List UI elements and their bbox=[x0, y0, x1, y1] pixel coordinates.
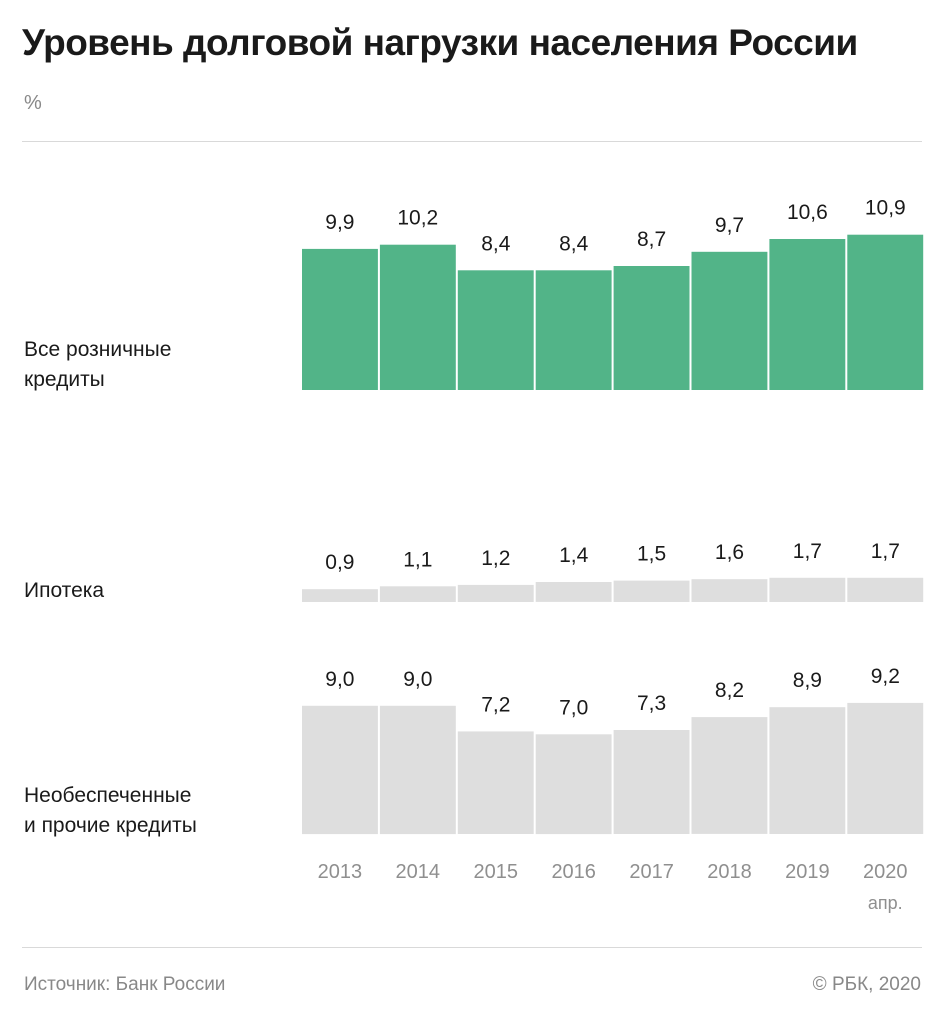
unit-label: % bbox=[24, 92, 42, 114]
series-label-mortgage-line-1: Ипотека bbox=[24, 579, 105, 602]
value-label-unsecured-2014: 9,0 bbox=[403, 668, 432, 691]
bar-mortgage-2017 bbox=[613, 580, 690, 602]
bar-mortgage-2014 bbox=[379, 586, 456, 602]
value-label-unsecured-2018: 8,2 bbox=[715, 679, 744, 702]
top-divider bbox=[22, 141, 922, 142]
value-label-mortgage-2015: 1,2 bbox=[481, 547, 510, 570]
series-label-retail: Все розничные кредиты bbox=[24, 335, 171, 395]
value-label-retail-2020: 10,9 bbox=[865, 197, 906, 220]
value-label-unsecured-2019: 8,9 bbox=[793, 669, 822, 692]
chart-title: Уровень долговой нагрузки населения Росс… bbox=[22, 22, 858, 63]
year-label-2013: 2013 bbox=[318, 861, 363, 883]
value-label-retail-2017: 8,7 bbox=[637, 228, 666, 251]
bar-mortgage-2013 bbox=[302, 589, 378, 602]
bar-mortgage-2020 bbox=[847, 577, 924, 602]
value-label-retail-2015: 8,4 bbox=[481, 232, 511, 255]
bar-unsecured-2013 bbox=[302, 705, 378, 835]
bar-retail-2020 bbox=[847, 234, 924, 390]
year-label-2016: 2016 bbox=[551, 861, 596, 883]
series-label-mortgage: Ипотека bbox=[24, 576, 104, 606]
year-label-2019: 2019 bbox=[785, 861, 830, 883]
bar-mortgage-2019 bbox=[769, 577, 846, 602]
value-label-mortgage-2019: 1,7 bbox=[793, 540, 822, 563]
bar-unsecured-2018 bbox=[691, 717, 768, 834]
bar-retail-2015 bbox=[457, 270, 534, 390]
bar-unsecured-2020 bbox=[847, 702, 924, 834]
bar-retail-2018 bbox=[691, 251, 768, 390]
source-note: Источник: Банк России bbox=[24, 974, 226, 995]
series-label-retail-line-1: Все розничные bbox=[24, 338, 172, 361]
year-label-2020: 2020 bbox=[863, 861, 908, 883]
bar-unsecured-2014 bbox=[379, 705, 456, 835]
value-label-unsecured-2020: 9,2 bbox=[871, 665, 900, 688]
bottom-divider bbox=[22, 947, 922, 948]
bar-retail-2017 bbox=[613, 266, 690, 390]
bar-retail-2016 bbox=[535, 270, 612, 390]
value-label-unsecured-2016: 7,0 bbox=[559, 696, 588, 719]
value-label-unsecured-2015: 7,2 bbox=[481, 693, 510, 716]
series-label-unsecured-line-2: и прочие кредиты bbox=[24, 814, 197, 837]
value-label-retail-2014: 10,2 bbox=[397, 207, 438, 230]
series-label-retail-line-2: кредиты bbox=[24, 368, 105, 391]
year-label-2017: 2017 bbox=[629, 861, 674, 883]
value-label-mortgage-2016: 1,4 bbox=[559, 544, 589, 567]
value-label-mortgage-2017: 1,5 bbox=[637, 543, 666, 566]
bar-unsecured-2016 bbox=[535, 734, 612, 835]
value-label-mortgage-2018: 1,6 bbox=[715, 541, 744, 564]
year-sublabel-2020: апр. bbox=[868, 893, 903, 913]
series-label-unsecured: Необеспеченные и прочие кредиты bbox=[24, 781, 197, 841]
bar-retail-2019 bbox=[769, 239, 846, 390]
bar-mortgage-2016 bbox=[535, 582, 612, 602]
bar-retail-2013 bbox=[302, 248, 378, 390]
value-label-unsecured-2013: 9,0 bbox=[325, 668, 354, 691]
bar-retail-2014 bbox=[379, 244, 456, 390]
year-label-2014: 2014 bbox=[396, 861, 441, 883]
series-label-unsecured-line-1: Необеспеченные bbox=[24, 784, 192, 807]
value-label-mortgage-2014: 1,1 bbox=[403, 548, 432, 571]
value-label-retail-2013: 9,9 bbox=[325, 211, 354, 234]
value-label-retail-2018: 9,7 bbox=[715, 214, 744, 237]
value-label-mortgage-2013: 0,9 bbox=[325, 551, 354, 574]
value-label-unsecured-2017: 7,3 bbox=[637, 692, 666, 715]
bar-unsecured-2015 bbox=[457, 731, 534, 834]
bar-unsecured-2019 bbox=[769, 707, 846, 834]
value-label-retail-2019: 10,6 bbox=[787, 201, 828, 224]
value-label-retail-2016: 8,4 bbox=[559, 232, 589, 255]
bar-unsecured-2017 bbox=[613, 730, 690, 834]
copyright-note: © РБК, 2020 bbox=[812, 974, 921, 995]
value-label-mortgage-2020: 1,7 bbox=[871, 540, 900, 563]
bar-mortgage-2015 bbox=[457, 584, 534, 602]
bar-mortgage-2018 bbox=[691, 579, 768, 602]
year-label-2015: 2015 bbox=[474, 861, 519, 883]
year-label-2018: 2018 bbox=[707, 861, 752, 883]
